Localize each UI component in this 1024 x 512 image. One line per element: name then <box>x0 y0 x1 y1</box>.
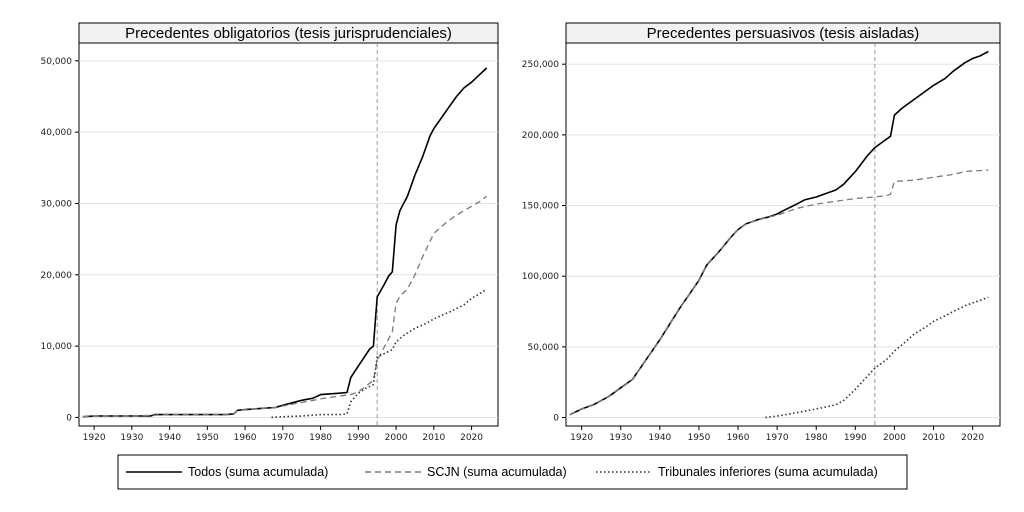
right-series-group <box>569 50 989 419</box>
left-y-tick-label-0: 0 <box>66 413 72 423</box>
left-x-tick-label-2020: 2020 <box>460 433 483 443</box>
left-gridlines <box>79 60 498 418</box>
left-x-tick-label-2010: 2010 <box>422 433 445 443</box>
right-plot-frame <box>565 42 1001 427</box>
right-y-tick-label-1: 50,000 <box>528 343 560 353</box>
left-chart-title: Precedentes obligatorios (tesis jurispru… <box>125 25 452 42</box>
right-x-tick-label-2020: 2020 <box>961 433 984 443</box>
right-x-tick-label-1920: 1920 <box>570 433 593 443</box>
left-y-tick-label-4: 40,000 <box>41 128 73 138</box>
left-y-tick-label-5: 50,000 <box>41 57 73 67</box>
right-y-tick-label-5: 250,000 <box>522 60 559 70</box>
right-y-tick-label-0: 0 <box>553 414 559 424</box>
right-x-tick-label-1970: 1970 <box>766 433 789 443</box>
left-x-tick-label-1960: 1960 <box>234 433 257 443</box>
right-y-axis: 0 50,000 100,000 150,000 200,000 250,000 <box>522 60 566 424</box>
right-series-line-todos <box>569 50 989 416</box>
right-y-tick-label-4: 200,000 <box>522 131 559 141</box>
right-gridlines <box>566 63 1000 419</box>
legend-box <box>117 454 908 490</box>
right-x-tick-label-1930: 1930 <box>609 433 632 443</box>
left-x-tick-label-1940: 1940 <box>158 433 181 443</box>
left-y-tick-label-2: 20,000 <box>41 271 73 281</box>
right-x-tick-label-1940: 1940 <box>648 433 671 443</box>
right-x-tick-label-1990: 1990 <box>844 433 867 443</box>
legend-label-todos: Todos (suma acumulada) <box>188 465 328 479</box>
legend-label-tribunales: Tribunales inferiores (suma acumulada) <box>658 465 878 479</box>
left-x-tick-label-1980: 1980 <box>309 433 332 443</box>
right-chart-title: Precedentes persuasivos (tesis aisladas) <box>647 25 920 42</box>
right-series-line-scjn <box>569 169 989 416</box>
right-x-tick-label-2000: 2000 <box>883 433 906 443</box>
left-chart-panel: Precedentes obligatorios (tesis jurispru… <box>41 22 499 443</box>
right-y-tick-label-2: 100,000 <box>522 272 559 282</box>
left-y-tick-label-3: 30,000 <box>41 199 73 209</box>
right-chart-panel: Precedentes persuasivos (tesis aisladas)… <box>522 22 1001 443</box>
left-series-group <box>82 67 488 419</box>
right-x-axis: 1920 1930 1940 1950 1960 1970 1980 1990 2000 2010… <box>570 426 984 443</box>
left-x-tick-label-1990: 1990 <box>347 433 370 443</box>
left-x-tick-label-1970: 1970 <box>271 433 294 443</box>
left-series-line-todos <box>82 67 488 418</box>
left-series-line-tribunales <box>271 288 488 419</box>
left-x-tick-label-1920: 1920 <box>83 433 106 443</box>
right-y-tick-label-3: 150,000 <box>522 202 559 212</box>
left-y-axis: 0 10,000 20,000 30,000 40,000 50,000 <box>41 57 79 423</box>
legend-label-scjn: SCJN (suma acumulada) <box>427 465 567 479</box>
left-series-line-scjn <box>82 195 488 418</box>
left-x-axis: 1920 1930 1940 1950 1960 1970 1980 1990 2000 2010… <box>83 426 483 443</box>
legend: Todos (suma acumulada) SCJN (suma acumul… <box>117 454 908 490</box>
left-plot-frame <box>78 42 499 427</box>
left-x-tick-label-2000: 2000 <box>385 433 408 443</box>
right-x-tick-label-2010: 2010 <box>922 433 945 443</box>
left-x-tick-label-1930: 1930 <box>120 433 143 443</box>
right-x-tick-label-1950: 1950 <box>687 433 710 443</box>
right-x-tick-label-1960: 1960 <box>727 433 750 443</box>
left-x-tick-label-1950: 1950 <box>196 433 219 443</box>
left-y-tick-label-1: 10,000 <box>41 342 73 352</box>
right-x-tick-label-1980: 1980 <box>805 433 828 443</box>
right-series-line-tribunales <box>765 296 989 419</box>
